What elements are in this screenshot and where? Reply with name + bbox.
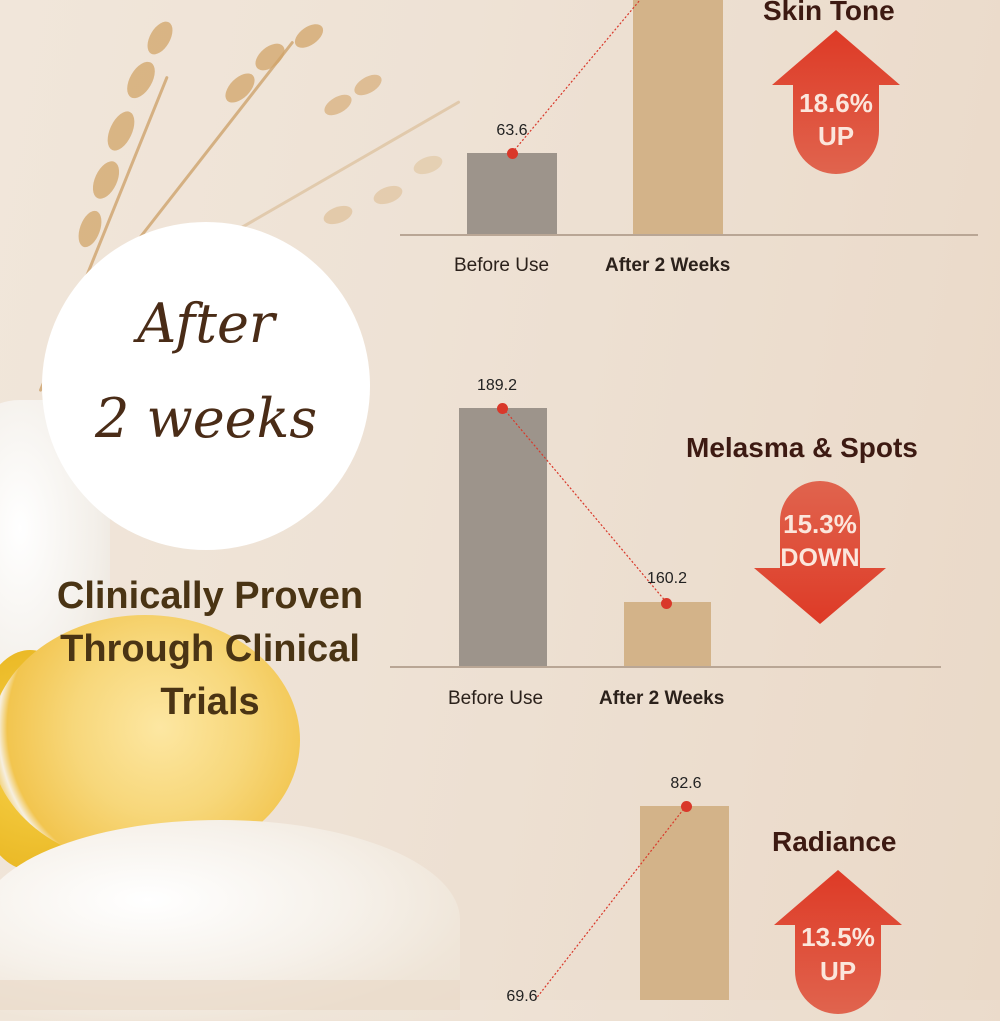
- x-label-after: After 2 Weeks: [599, 688, 725, 709]
- chart-baseline: [400, 234, 978, 236]
- metric-title: Skin Tone: [763, 0, 895, 26]
- data-point-dot: [661, 598, 672, 609]
- data-point-dot: [507, 148, 518, 159]
- data-point-dot: [497, 403, 508, 414]
- x-label-after: After 2 Weeks: [605, 255, 731, 276]
- x-label-before: Before Use: [454, 255, 550, 276]
- value-after: 82.6: [670, 775, 702, 792]
- up-arrow-icon: 18.6% UP: [766, 30, 906, 176]
- value-before: 63.6: [496, 122, 528, 139]
- down-arrow-icon: 15.3% DOWN: [752, 477, 888, 624]
- trend-line: [534, 805, 687, 1001]
- change-percent: 15.3%: [783, 509, 857, 539]
- bar-after-2-weeks: [633, 0, 723, 235]
- data-point-dot: [681, 801, 692, 812]
- chart-baseline: [390, 666, 941, 668]
- change-percent: 13.5%: [801, 922, 875, 952]
- badge-line-1: After: [137, 292, 275, 355]
- trend-line: [511, 0, 641, 154]
- value-before: 189.2: [476, 377, 518, 394]
- after-2-weeks-badge: After 2 weeks: [42, 222, 370, 550]
- headline-line-2: Through Clinical: [60, 628, 360, 670]
- change-direction: UP: [819, 956, 857, 986]
- metric-title: Radiance: [772, 826, 897, 857]
- bar-before-use: [467, 153, 557, 235]
- up-arrow-icon: 13.5% UP: [768, 870, 908, 1016]
- trend-line: [502, 407, 668, 604]
- x-label-before: Before Use: [448, 688, 544, 709]
- badge-line-2: 2 weeks: [94, 387, 318, 450]
- change-percent: 18.6%: [799, 88, 873, 118]
- bar-after-2-weeks: [640, 806, 729, 1000]
- bar-after-2-weeks: [624, 602, 711, 667]
- change-direction: DOWN: [780, 544, 860, 572]
- change-direction: UP: [817, 121, 855, 151]
- headline-line-1: Clinically Proven: [56, 575, 364, 617]
- value-before: 69.6: [506, 988, 538, 1005]
- metric-title: Melasma & Spots: [686, 432, 918, 463]
- value-after: 160.2: [646, 570, 688, 587]
- headline-line-3: Trials: [160, 681, 260, 723]
- bar-before-use: [459, 408, 547, 667]
